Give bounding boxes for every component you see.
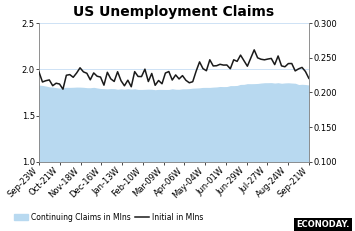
Legend: Continuing Claims in Mlns, Initial in Mlns: Continuing Claims in Mlns, Initial in Ml… bbox=[11, 210, 206, 225]
Title: US Unemployment Claims: US Unemployment Claims bbox=[73, 5, 274, 19]
Text: ECONODAY.: ECONODAY. bbox=[296, 220, 350, 229]
